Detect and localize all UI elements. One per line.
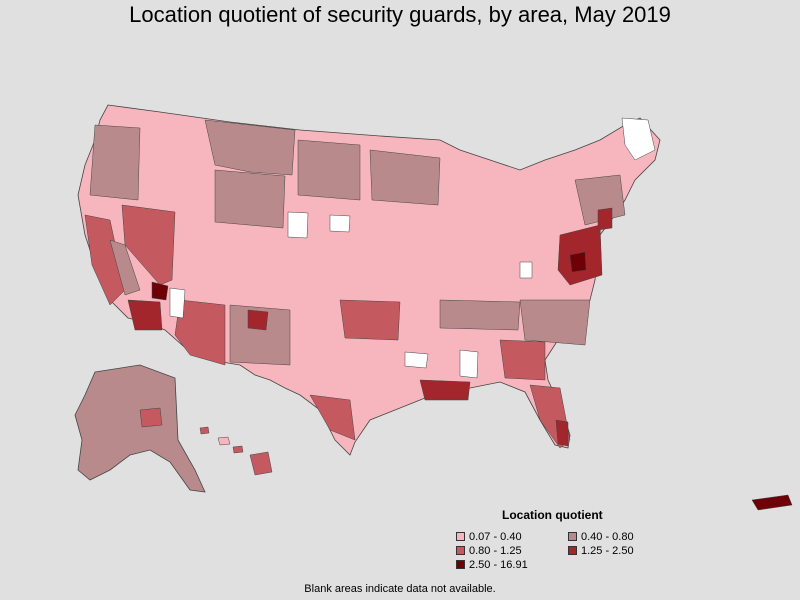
region-new-york[interactable] xyxy=(574,174,626,226)
alaska-region[interactable] xyxy=(74,364,206,493)
region-nyc[interactable] xyxy=(597,207,613,231)
region-nevada[interactable] xyxy=(121,204,176,286)
legend-label: 0.40 - 0.80 xyxy=(581,530,634,543)
region-las-vegas[interactable] xyxy=(151,281,169,301)
region-carolinas[interactable] xyxy=(519,299,591,346)
legend-title: Location quotient xyxy=(502,508,603,522)
no-data-area xyxy=(169,287,186,319)
region-tennessee[interactable] xyxy=(439,299,521,331)
region-phoenix[interactable] xyxy=(127,299,163,331)
map-footnote: Blank areas indicate data not available. xyxy=(304,583,496,595)
region-montana[interactable] xyxy=(204,119,296,176)
region-oklahoma[interactable] xyxy=(339,299,401,341)
region-pacific-northwest[interactable] xyxy=(89,124,141,201)
puerto-rico-region[interactable] xyxy=(751,494,793,511)
no-data-area xyxy=(329,214,351,233)
legend-label: 0.07 - 0.40 xyxy=(469,530,522,543)
no-data-area xyxy=(287,211,309,239)
region-central-california[interactable] xyxy=(109,239,141,296)
legend-swatch xyxy=(456,560,465,569)
no-data-area xyxy=(404,351,429,369)
region-albuquerque[interactable] xyxy=(247,309,269,331)
alaska-anchorage[interactable] xyxy=(139,407,163,428)
region-georgia[interactable] xyxy=(499,339,546,381)
legend-label: 2.50 - 16.91 xyxy=(469,558,528,571)
region-upper-midwest[interactable] xyxy=(369,149,441,206)
map-title: Location quotient of security guards, by… xyxy=(129,2,671,27)
no-data-area xyxy=(519,261,533,279)
legend-item: 2.50 - 16.91 xyxy=(456,558,568,571)
region-miami[interactable] xyxy=(555,419,569,447)
legend-swatch xyxy=(568,546,577,555)
region-dc-baltimore[interactable] xyxy=(569,251,587,273)
map-legend: Location quotient 0.07 - 0.40 0.40 - 0.8… xyxy=(456,508,706,571)
hawaii-region[interactable] xyxy=(199,426,273,476)
legend-item: 1.25 - 2.50 xyxy=(568,544,680,557)
legend-swatch xyxy=(568,532,577,541)
region-new-mexico[interactable] xyxy=(229,304,291,366)
legend-label: 0.80 - 1.25 xyxy=(469,544,522,557)
region-gulf-coast[interactable] xyxy=(419,379,471,401)
region-arizona-east[interactable] xyxy=(174,299,226,366)
region-dakotas[interactable] xyxy=(297,139,361,201)
no-data-area xyxy=(621,117,656,161)
legend-item: 0.07 - 0.40 xyxy=(456,530,568,543)
legend-item: 0.80 - 1.25 xyxy=(456,544,568,557)
region-wyoming[interactable] xyxy=(214,169,286,229)
legend-swatch xyxy=(456,532,465,541)
legend-item: 0.40 - 0.80 xyxy=(568,530,680,543)
region-california-coast[interactable] xyxy=(84,214,126,306)
region-texas-gulf[interactable] xyxy=(309,394,356,441)
legend-swatch xyxy=(456,546,465,555)
no-data-area xyxy=(459,349,479,379)
legend-label: 1.25 - 2.50 xyxy=(581,544,634,557)
